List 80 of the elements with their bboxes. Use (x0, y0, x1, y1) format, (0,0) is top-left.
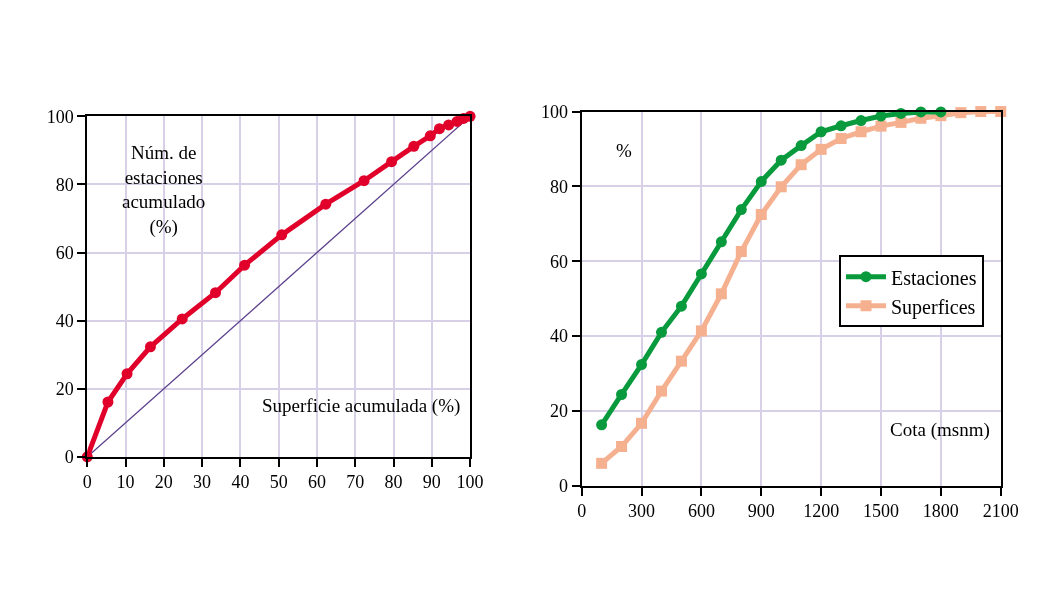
point (815, 126, 827, 138)
point (102, 396, 114, 408)
x-tick-label: 100 (456, 472, 484, 493)
y-tick-label: 60 (550, 251, 569, 272)
x-tick-label: 1500 (863, 501, 899, 522)
x-tick-label: 30 (193, 472, 212, 493)
point (715, 236, 727, 248)
x-tick-label: 90 (422, 472, 441, 493)
y-tick-label: 60 (55, 242, 74, 263)
x-tick-label: 1800 (922, 501, 959, 522)
point (176, 313, 188, 325)
x-tick-label: 2100 (982, 501, 1019, 522)
point (121, 368, 133, 380)
point (815, 143, 827, 155)
x-tick-label: 40 (231, 472, 250, 493)
point (596, 457, 608, 469)
x-tick-label: 0 (577, 501, 587, 522)
x-tick-label: 600 (687, 501, 715, 522)
x-tick-label: 10 (116, 472, 135, 493)
y-axis-title: Núm. de estaciones acumulado (%) (122, 142, 206, 239)
point (835, 120, 847, 132)
x-axis-title: Cota (msnm) (890, 419, 990, 441)
point (835, 133, 847, 144)
point (239, 259, 251, 271)
y-tick-label: 20 (55, 379, 74, 400)
legend-label: Superfices (890, 295, 976, 319)
y-tick-label: 40 (550, 326, 569, 347)
x-tick-label: 900 (747, 501, 775, 522)
point (443, 119, 455, 131)
point (596, 419, 608, 431)
point (755, 208, 767, 220)
point (655, 326, 667, 338)
y-tick-label: 40 (55, 310, 74, 331)
x-axis-title: Superficie acumulada (%) (262, 395, 461, 417)
point (424, 130, 436, 142)
point (675, 355, 687, 367)
point (408, 140, 420, 152)
y-tick-label: 100 (46, 106, 74, 127)
point (795, 140, 807, 152)
x-tick-label: 20 (154, 472, 173, 493)
y-tick-label: 100 (541, 101, 569, 122)
x-tick-label: 300 (628, 501, 656, 522)
point (735, 204, 747, 216)
point (616, 388, 628, 400)
point (358, 175, 370, 187)
point (855, 126, 867, 138)
point (386, 156, 398, 168)
point (433, 123, 445, 135)
point (775, 154, 787, 166)
point (144, 341, 156, 353)
x-tick-label: 0 (82, 472, 92, 493)
point (276, 229, 288, 241)
point (715, 288, 727, 300)
point (210, 287, 222, 299)
x-tick-label: 60 (307, 472, 326, 493)
point (675, 300, 687, 312)
point (695, 268, 707, 280)
point (895, 116, 907, 128)
x-tick-label: 50 (269, 472, 288, 493)
point (636, 359, 648, 371)
point (636, 417, 648, 429)
point (695, 325, 707, 337)
point (320, 198, 332, 210)
point (735, 246, 747, 258)
y-axis-title: % (616, 140, 632, 161)
point (795, 159, 807, 171)
point (755, 176, 767, 188)
x-tick-label: 70 (346, 472, 365, 493)
y-tick-label: 80 (550, 176, 569, 197)
point (655, 385, 667, 397)
point (775, 181, 787, 193)
point (875, 120, 887, 132)
x-tick-label: 1200 (803, 501, 840, 522)
x-tick-label: 80 (384, 472, 403, 493)
y-tick-label: 20 (550, 401, 569, 422)
y-tick-label: 0 (64, 447, 74, 468)
point (855, 115, 867, 127)
legend-label: Estaciones (890, 266, 977, 289)
point (616, 441, 628, 453)
y-tick-label: 80 (55, 174, 74, 195)
